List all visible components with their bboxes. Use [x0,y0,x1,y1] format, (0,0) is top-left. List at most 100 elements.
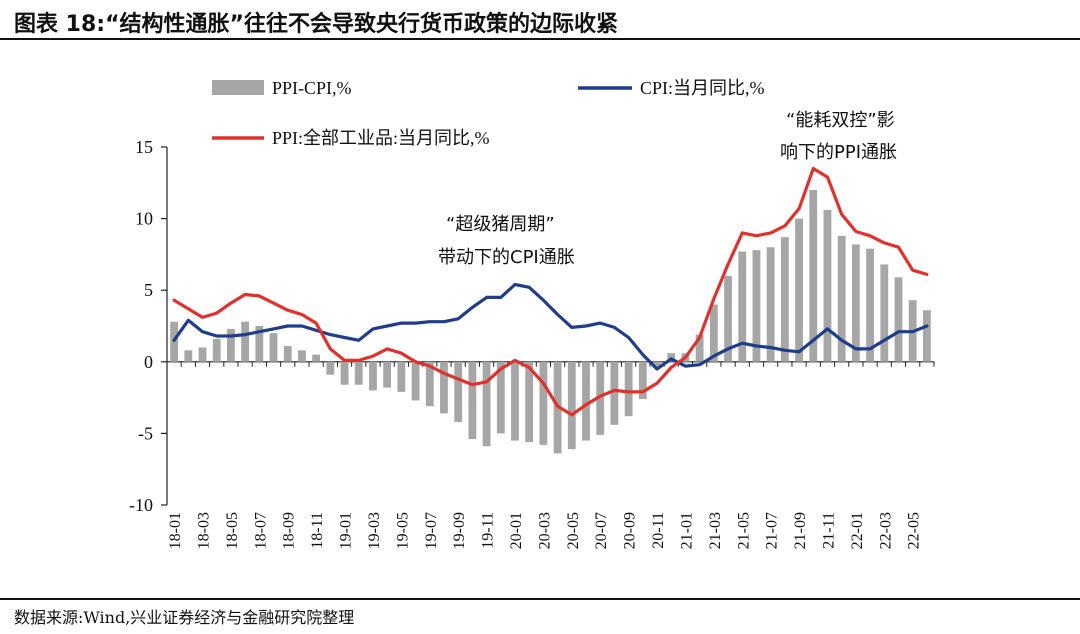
bar [354,361,363,385]
legend-label-cpi: CPI:当月同比,% [640,78,765,98]
y-tick-label: -5 [138,423,153,443]
bar [795,218,803,362]
bar [454,361,463,422]
x-tick-label: 21-11 [820,512,837,549]
x-tick-label: 20-11 [650,512,667,549]
x-tick-label: 21-03 [707,512,724,549]
x-tick-label: 18-01 [167,512,184,549]
y-tick-label: 0 [144,352,153,372]
bar [866,248,874,362]
bar [440,361,448,414]
chart-title: 图表 18:“结构性通胀”往往不会导致央行货币政策的边际收紧 [14,12,618,37]
x-tick-label: 20-03 [536,512,553,549]
x-tick-label: 20-07 [593,512,610,549]
bar [283,346,292,362]
y-tick-label: -10 [129,495,153,515]
bar [227,328,235,362]
bar [525,361,534,442]
x-tick-label: 18-11 [309,512,326,549]
bar [596,361,605,435]
x-tick-label: 22-05 [906,512,923,549]
x-tick-label: 18-03 [196,512,213,549]
bar [496,361,505,434]
bar [922,310,931,362]
bar [326,361,335,375]
x-tick-label: 22-03 [877,512,894,549]
bar [638,361,647,400]
bar [198,347,207,362]
bar [298,350,306,362]
x-tick-label: 19-09 [451,512,468,549]
bar [241,321,250,362]
bar [823,210,832,362]
title-rule [0,38,1080,40]
y-tick-label: 5 [144,280,153,300]
bar [780,237,789,362]
bar [468,361,477,440]
x-tick-label: 18-09 [281,512,298,549]
x-tick-label: 21-07 [764,512,781,549]
x-tick-label: 19-01 [338,512,355,549]
legend: PPI-CPI,% CPI:当月同比,% PPI:全部工业品:当月同比,% [212,78,765,148]
bar [809,189,818,362]
bar [880,264,889,362]
bar [340,361,349,385]
line-series [172,166,929,417]
cpi-line [172,282,929,371]
bar [269,333,278,362]
axes: -10 -5 0 5 10 15 18-01 18-03 18-05 18-07 18-09 18-1… [129,137,935,549]
bar [624,361,633,417]
annotation-ppi-line2: 响下的PPI通胀 [780,142,897,163]
legend-label-ppi: PPI:全部工业品:当月同比,% [272,128,490,148]
x-tick-label: 18-07 [252,512,269,549]
bar [369,361,377,391]
y-tick-label: 10 [135,209,153,229]
bar [411,361,420,401]
bar [383,361,392,388]
annotation-cpi-line2: 带动下的CPI通胀 [438,247,575,268]
x-tick-label: 18-05 [224,512,241,549]
x-tick-label: 21-05 [735,512,752,549]
bar [653,361,661,368]
x-tick-label: 19-07 [423,512,440,549]
bar [184,350,193,362]
bar [695,334,704,362]
bar [255,326,264,362]
x-tick-label: 19-03 [366,512,383,549]
bar [724,275,732,362]
x-tick-label: 20-01 [508,512,525,549]
bar [610,361,619,425]
source-note: 数据来源:Wind,兴业证券经济与金融研究院整理 [14,608,355,627]
legend-label-ppi-cpi: PPI-CPI,% [272,78,352,98]
bar [752,250,761,362]
bar [738,251,747,362]
bar [397,361,406,392]
x-tick-label: 21-01 [678,512,695,549]
annotation-cpi-line1: “超级猪周期” [446,214,555,235]
bar-series-ppi-cpi [170,189,931,454]
x-tick-label: 20-05 [565,512,582,549]
source-rule [0,598,1080,600]
x-tick-label: 21-09 [792,512,809,549]
bar [766,247,775,362]
x-tick-label: 19-11 [480,512,497,549]
bar [425,361,434,407]
bar [312,354,321,362]
x-tick-label: 20-09 [622,512,639,549]
ppi-line [172,166,929,417]
bar [539,361,548,445]
bar [212,338,221,362]
bar [582,361,590,441]
bar [851,244,860,362]
bar [511,361,519,441]
y-tick-label: 15 [135,137,153,157]
bar [567,361,576,450]
bar [837,235,846,362]
x-tick-label: 22-01 [849,512,866,549]
bar [709,304,718,362]
x-tick-label: 19-05 [394,512,411,549]
bar [482,361,491,447]
bar [894,277,903,362]
